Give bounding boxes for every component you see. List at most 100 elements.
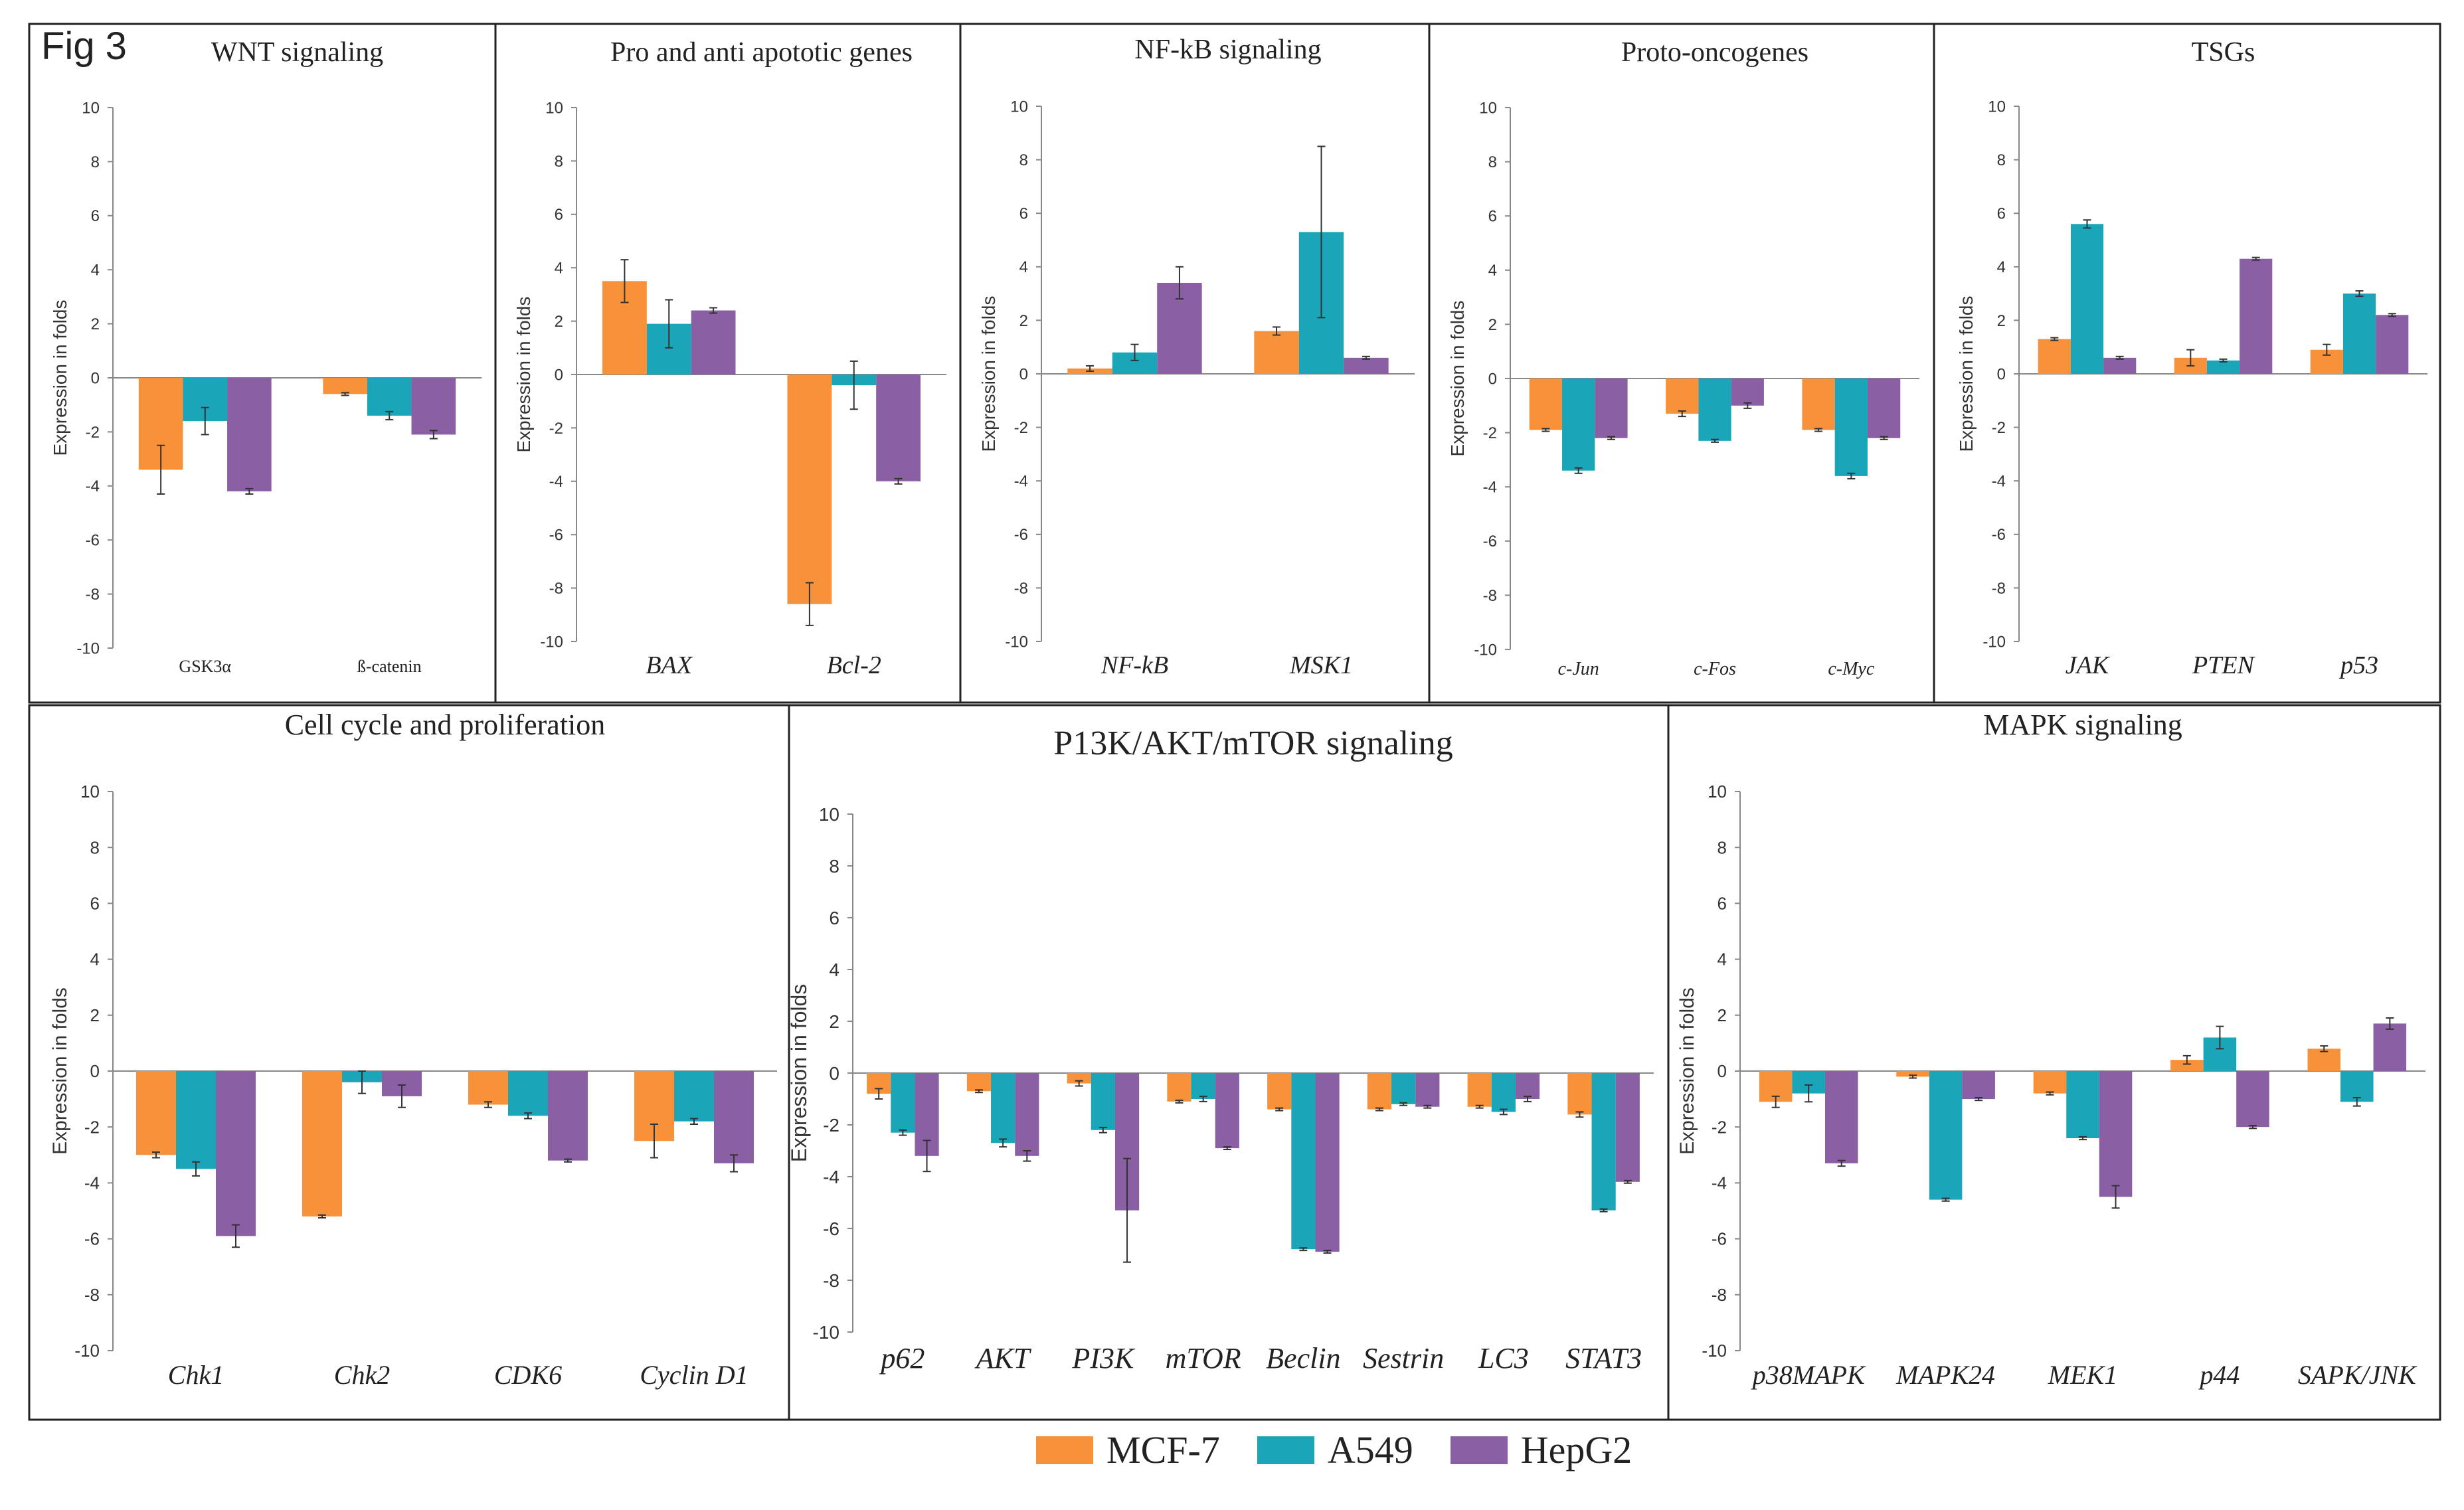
panel-3-title: NF-kB signaling — [1134, 35, 1321, 65]
legend-label-mcf7: MCF-7 — [1106, 1428, 1220, 1471]
panel-7-y-tick-label: 2 — [829, 1011, 839, 1032]
panel-7-category-label: Beclin — [1266, 1342, 1340, 1375]
panel-5-bar — [2038, 339, 2071, 374]
panel-2-y-tick-label: -6 — [549, 527, 563, 545]
panel-5-y-tick-label: -8 — [1992, 580, 2006, 598]
panel-7-frame — [788, 704, 1670, 1421]
panel-6-frame — [28, 704, 790, 1421]
panel-1-y-tick-label: -4 — [86, 477, 100, 495]
panel-1-y-tick-label: -6 — [86, 532, 100, 550]
panel-7-bar — [991, 1073, 1015, 1143]
panel-6-y-tick-label: 0 — [90, 1061, 100, 1081]
panel-4-category-label: c-Myc — [1828, 659, 1875, 679]
panel-8-y-tick-label: -4 — [1712, 1173, 1727, 1193]
panel-6-bar — [176, 1071, 216, 1169]
panel-1-title: WNT signaling — [211, 37, 383, 68]
panel-3-category-label: MSK1 — [1289, 651, 1353, 679]
panel-4-bar — [1529, 378, 1563, 430]
panel-8-y-tick-label: -10 — [1702, 1341, 1727, 1361]
panel-1-y-tick-label: 8 — [91, 153, 100, 171]
legend-item-hepg2: HepG2 — [1450, 1428, 1632, 1472]
panel-7-bar — [1515, 1073, 1540, 1099]
panel-1-bar — [411, 378, 456, 435]
panel-1-y-tick-label: 6 — [91, 207, 100, 225]
panel-6-y-tick-label: -4 — [84, 1173, 100, 1193]
panel-7-y-tick-label: 4 — [829, 960, 839, 980]
panel-3-y-tick-label: -4 — [1014, 473, 1028, 491]
panel-1-bar — [227, 378, 272, 491]
panel-5-y-axis-label: Expression in folds — [1956, 295, 1977, 452]
panel-4-y-tick-label: -10 — [1474, 641, 1497, 659]
panel-5-bar — [2103, 357, 2137, 374]
panel-7-bar — [1567, 1073, 1592, 1115]
panel-3-y-tick-label: 10 — [1010, 98, 1028, 116]
panel-8-bar — [2236, 1071, 2269, 1128]
panel-6-y-tick-label: 8 — [90, 837, 100, 857]
panel-6-y-tick-label: -8 — [84, 1285, 100, 1305]
panel-7-category-label: mTOR — [1166, 1342, 1241, 1375]
panel-1-y-tick-label: -8 — [86, 586, 100, 604]
panel-6-bar — [302, 1071, 342, 1216]
panel-7-bar — [1267, 1073, 1292, 1110]
panel-7-bar — [1615, 1073, 1640, 1182]
panel-7-category-label: STAT3 — [1565, 1342, 1642, 1375]
panel-5-title: TSGs — [2192, 37, 2255, 68]
panel-7-bar — [1091, 1073, 1115, 1130]
panel-8-bar — [1896, 1071, 1929, 1077]
panel-8-bar — [2099, 1071, 2133, 1197]
panel-5-bar — [2376, 315, 2409, 374]
panel-6-y-tick-label: 6 — [90, 894, 100, 914]
figure-label: Fig 3 — [41, 25, 127, 68]
panel-8-y-tick-label: 0 — [1717, 1061, 1727, 1081]
panel-6-y-tick-label: 2 — [90, 1005, 100, 1025]
panel-7-bar — [966, 1073, 992, 1092]
panel-6-bar — [216, 1071, 256, 1236]
panel-6-y-tick-label: -10 — [74, 1341, 100, 1361]
panel-5-y-tick-label: 6 — [1997, 205, 2006, 223]
panel-5-bar — [2342, 294, 2376, 374]
panel-7-category-label: AKT — [974, 1342, 1032, 1375]
panel-8-bar — [2066, 1071, 2099, 1139]
panel-8-bar — [2373, 1023, 2407, 1071]
panel-8-category-label: SAPK/JNK — [2298, 1360, 2418, 1390]
panel-7-y-tick-label: 10 — [819, 804, 839, 825]
panel-7-y-axis-label: Expression in folds — [787, 984, 811, 1163]
panel-7-category-label: p62 — [879, 1342, 924, 1375]
panel-4-y-tick-label: 0 — [1488, 370, 1497, 388]
panel-2-bar — [691, 310, 736, 375]
panel-2-y-axis-label: Expression in folds — [513, 296, 534, 452]
panel-2-y-tick-label: -2 — [549, 420, 563, 438]
panel-2-y-tick-label: -8 — [549, 580, 563, 598]
panel-3-bar — [1254, 331, 1299, 374]
panel-7-bar — [1467, 1073, 1492, 1107]
panel-2-y-tick-label: 4 — [555, 260, 563, 278]
panel-3-y-tick-label: 2 — [1019, 312, 1028, 330]
panel-7-y-tick-label: 6 — [829, 908, 839, 928]
panel-4-y-tick-label: 2 — [1488, 316, 1497, 334]
panel-7-y-tick-label: -10 — [813, 1322, 839, 1343]
panel-4-y-tick-label: 6 — [1488, 208, 1497, 226]
legend-item-mcf7: MCF-7 — [1036, 1428, 1220, 1472]
panel-7-y-tick-label: -8 — [823, 1270, 839, 1291]
panel-6-y-tick-label: 4 — [90, 950, 100, 969]
panel-6-category-label: Chk1 — [168, 1360, 224, 1390]
panel-7-y-tick-label: 0 — [829, 1063, 839, 1084]
panel-4-title: Proto-oncogenes — [1621, 37, 1808, 68]
panel-5-y-tick-label: 8 — [1997, 151, 2006, 169]
panel-7-category-label: LC3 — [1478, 1342, 1529, 1375]
panel-4-bar — [1731, 378, 1764, 406]
panel-8-bar — [2340, 1071, 2374, 1102]
panel-5-category-label: p53 — [2338, 651, 2378, 679]
panel-4-bar — [1867, 378, 1901, 438]
panel-1-bar — [323, 378, 367, 394]
panel-4-y-tick-label: -2 — [1483, 424, 1497, 442]
panel-3-y-tick-label: 8 — [1019, 151, 1028, 169]
panel-1-y-tick-label: -10 — [76, 639, 100, 657]
panel-1-category-label: GSK3α — [179, 657, 231, 676]
panel-5-y-tick-label: 10 — [1988, 98, 2006, 116]
panel-5-y-tick-label: -2 — [1992, 419, 2006, 437]
panel-4-bar — [1834, 378, 1868, 476]
panel-4-y-axis-label: Expression in folds — [1447, 300, 1468, 456]
panel-6-bar — [548, 1071, 588, 1161]
panel-7-bar — [1391, 1073, 1416, 1104]
